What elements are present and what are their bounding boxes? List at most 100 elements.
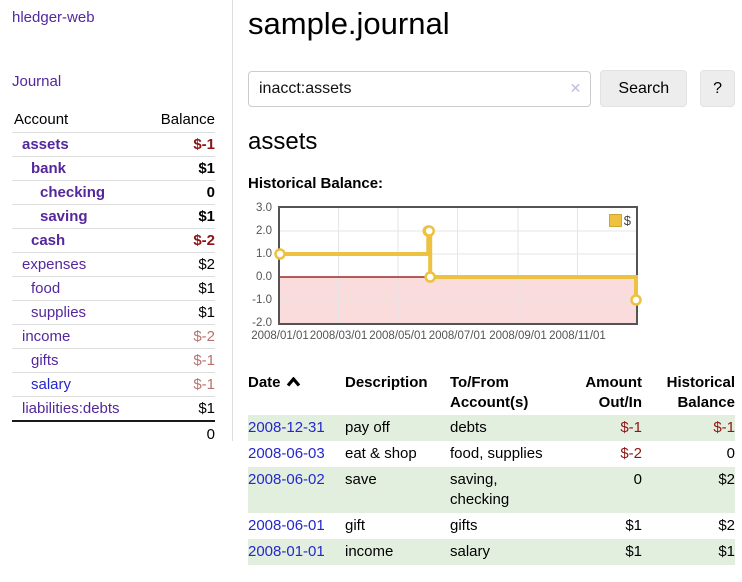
register-row: 2008-12-31 pay off debts $-1 $-1 [248, 415, 735, 441]
account-row: saving $1 [12, 204, 215, 229]
register-row: 2008-01-01 income salary $1 $1 [248, 539, 735, 565]
account-name-cell: gifts [12, 348, 147, 373]
y-axis-label: 0.0 [256, 271, 272, 283]
sidebar: hledger-web Journal Account Balance asse… [0, 0, 233, 447]
account-balance: $1 [146, 276, 215, 301]
register-balance-cell: $2 [718, 517, 735, 534]
transaction-date-link[interactable]: 2008-01-01 [248, 543, 325, 560]
account-row: supplies $1 [12, 300, 215, 325]
chart-plot-area: $ [274, 206, 642, 325]
sidebar-account-food[interactable]: food [31, 280, 61, 297]
sidebar-account-saving[interactable]: saving [40, 208, 88, 225]
sidebar-account-liabilities-debts[interactable]: liabilities:debts [22, 400, 120, 417]
search-row: ✕ Search ? [248, 70, 735, 107]
chart-legend: $ [608, 213, 631, 228]
register-description-cell: eat & shop [345, 445, 417, 462]
accounts-header-balance: Balance [160, 111, 215, 128]
account-balance: $-1 [146, 348, 215, 373]
data-point-marker [274, 248, 286, 260]
search-box: ✕ [248, 70, 592, 107]
register-date-cell: 2008-06-03 [248, 441, 345, 467]
register-amount-cell: 0 [633, 471, 642, 488]
account-heading: assets [248, 128, 318, 155]
account-name-cell: liabilities:debts [12, 396, 147, 421]
sidebar-account-cash[interactable]: cash [31, 232, 66, 249]
clear-search-icon[interactable]: ✕ [569, 79, 582, 96]
account-balance: $2 [146, 252, 215, 277]
transaction-date-link[interactable]: 2008-06-02 [248, 471, 325, 488]
transaction-date-link[interactable]: 2008-06-03 [248, 445, 325, 462]
register-description-cell: pay off [345, 419, 390, 436]
account-row: expenses $2 [12, 252, 215, 277]
chart-label: Historical Balance: [248, 175, 384, 192]
account-name-cell: assets [12, 132, 147, 157]
data-point-marker [630, 294, 642, 306]
account-name-cell: checking [12, 180, 147, 205]
account-row: checking 0 [12, 180, 215, 205]
sidebar-account-bank[interactable]: bank [31, 160, 67, 177]
account-balance: 0 [146, 180, 215, 205]
y-axis-label: 1.0 [256, 248, 272, 260]
transaction-date-link[interactable]: 2008-12-31 [248, 419, 325, 436]
account-row: food $1 [12, 276, 215, 301]
account-row: salary $-1 [12, 372, 215, 397]
y-axis-label: 3.0 [256, 202, 272, 214]
register-balance-cell: $1 [718, 543, 735, 560]
register-header-row: Date Description To/From Account(s) Amou… [248, 371, 735, 415]
sidebar-account-expenses[interactable]: expenses [22, 256, 87, 273]
sidebar-item-journal[interactable]: Journal [12, 73, 62, 90]
account-balance: $-2 [146, 228, 215, 253]
register-table: Date Description To/From Account(s) Amou… [248, 371, 735, 565]
main-content: sample.journal ✕ Search ? assets Histori… [248, 0, 735, 565]
x-axis-label: 2008/03/01 [309, 330, 368, 342]
register-header-balance: Historical Balance [666, 374, 735, 411]
chart-x-axis: 2008/01/01 2008/03/01 2008/05/01 2008/07/01… [251, 327, 638, 345]
account-name-cell: food [12, 276, 147, 301]
sidebar-account-gifts[interactable]: gifts [31, 352, 59, 369]
register-amount-cell: $-2 [620, 445, 642, 462]
account-balance: $1 [146, 156, 215, 181]
register-row: 2008-06-01 gift gifts $1 $2 [248, 513, 735, 539]
account-balance: $1 [146, 300, 215, 325]
account-row: assets $-1 [12, 132, 215, 157]
y-axis-label: -1.0 [252, 294, 272, 306]
account-name-cell: saving [12, 204, 147, 229]
help-button[interactable]: ? [700, 70, 735, 107]
register-date-cell: 2008-06-01 [248, 513, 345, 539]
register-header-description: Description [345, 374, 428, 391]
search-button[interactable]: Search [600, 70, 688, 107]
account-row: bank $1 [12, 156, 215, 181]
account-name-cell: income [12, 324, 147, 349]
sidebar-account-checking[interactable]: checking [40, 184, 106, 201]
search-input[interactable] [248, 70, 592, 107]
account-name-cell: cash [12, 228, 147, 253]
account-row: gifts $-1 [12, 348, 215, 373]
page-title: sample.journal [248, 6, 450, 41]
account-balance: $1 [146, 396, 215, 421]
register-row: 2008-06-02 save saving, checking 0 $2 [248, 467, 735, 513]
register-header-date[interactable]: Date [248, 371, 345, 415]
register-header-accounts: To/From Account(s) [450, 374, 529, 411]
register-amount-cell: $1 [625, 517, 642, 534]
sidebar-account-supplies[interactable]: supplies [31, 304, 87, 321]
x-axis-label: 2008/05/01 [369, 330, 427, 342]
register-date-cell: 2008-01-01 [248, 539, 345, 565]
register-accounts-cell: gifts [450, 517, 478, 534]
sidebar-account-income[interactable]: income [22, 328, 71, 345]
accounts-header-row: Account Balance [12, 107, 215, 133]
app-title-link[interactable]: hledger-web [12, 9, 95, 26]
sidebar-account-assets[interactable]: assets [22, 136, 69, 153]
register-amount-cell: $1 [625, 543, 642, 560]
account-name-cell: expenses [12, 252, 147, 277]
legend-label: $ [623, 213, 631, 228]
account-row: liabilities:debts $1 [12, 396, 215, 421]
register-balance-cell: $2 [718, 471, 735, 488]
account-row: cash $-2 [12, 228, 215, 253]
register-date-cell: 2008-12-31 [248, 415, 345, 441]
accounts-total-row: 0 [12, 420, 215, 447]
register-header-amount: Amount Out/In [585, 374, 642, 411]
transaction-date-link[interactable]: 2008-06-01 [248, 517, 325, 534]
sidebar-account-salary[interactable]: salary [31, 376, 72, 393]
historical-balance-chart: 3.0 2.0 1.0 0.0 -1.0 -2.0 $ 2008/01/01 2008/03… [248, 202, 735, 348]
accounts-table: Account Balance assets $-1 bank $1 checking 0… [12, 107, 215, 447]
